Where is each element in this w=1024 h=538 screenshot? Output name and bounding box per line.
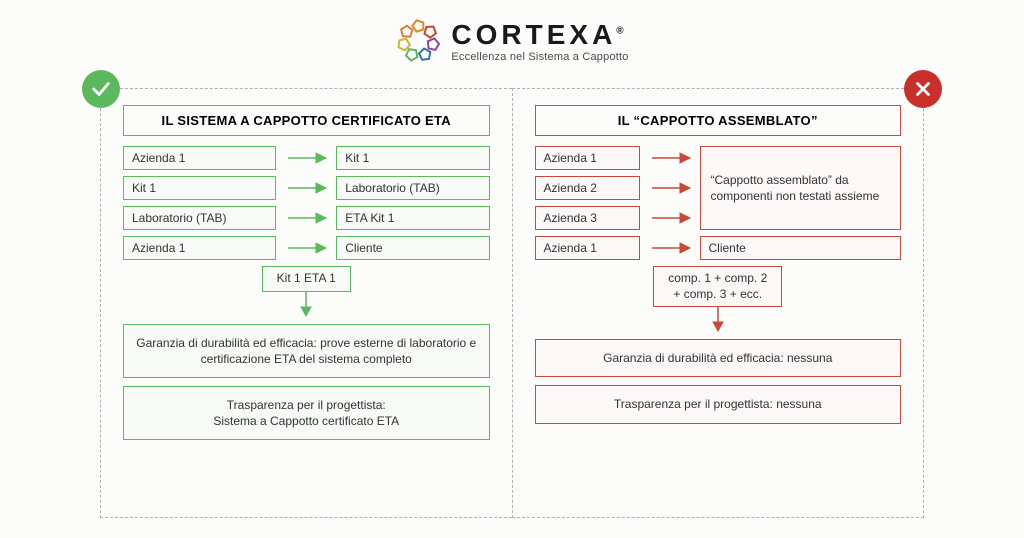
panel-title-left: IL SISTEMA A CAPPOTTO CERTIFICATO ETA [123, 105, 490, 136]
cell-azienda: Azienda 3 [535, 206, 640, 230]
flow-cell: ETA Kit 1 [336, 206, 489, 230]
flow-rows-right: Azienda 1 Azienda 2 Azienda 3 “Cappotto … [535, 146, 902, 260]
flow-cell: Azienda 1 [123, 236, 276, 260]
comparison-panels: IL SISTEMA A CAPPOTTO CERTIFICATO ETA Az… [100, 88, 924, 518]
flow-cell: Kit 1 [123, 176, 276, 200]
cross-icon [904, 70, 942, 108]
panel-certified: IL SISTEMA A CAPPOTTO CERTIFICATO ETA Az… [100, 88, 512, 518]
cell-azienda: Azienda 2 [535, 176, 640, 200]
arrow-right-icon [286, 176, 326, 200]
mid-box-left: Kit 1 ETA 1 [262, 266, 351, 292]
logo-ring-icon [395, 18, 441, 64]
flow-cell: Azienda 1 [123, 146, 276, 170]
flow-cell: Laboratorio (TAB) [123, 206, 276, 230]
info-box-transparency-left: Trasparenza per il progettista:Sistema a… [123, 386, 490, 440]
info-box-transparency-right: Trasparenza per il progettista: nessuna [535, 385, 902, 423]
cell-azienda: Azienda 1 [535, 236, 640, 260]
panel-title-right: IL “CAPPOTTO ASSEMBLATO” [535, 105, 902, 136]
arrow-down-icon [300, 292, 312, 316]
cell-cliente: Cliente [700, 236, 902, 260]
big-cell-assembled: “Cappotto assemblato” da componenti non … [700, 146, 902, 230]
arrow-right-icon [286, 236, 326, 260]
panel-assembled: IL “CAPPOTTO ASSEMBLATO” Azienda 1 Azien… [512, 88, 925, 518]
flow-rows-left: Azienda 1 Kit 1 Kit 1 Laboratorio (TAB) Labo… [123, 146, 490, 260]
logo-subtitle: Eccellenza nel Sistema a Cappotto [451, 51, 628, 63]
arrow-right-icon [650, 213, 690, 223]
mid-box-right: comp. 1 + comp. 2+ comp. 3 + ecc. [653, 266, 782, 307]
flow-cell: Cliente [336, 236, 489, 260]
arrow-right-icon [286, 146, 326, 170]
arrow-down-icon [712, 307, 724, 331]
arrow-right-icon [650, 153, 690, 163]
cell-azienda: Azienda 1 [535, 146, 640, 170]
arrow-right-icon [286, 206, 326, 230]
check-icon [82, 70, 120, 108]
flow-cell: Kit 1 [336, 146, 489, 170]
info-box-guarantee-left: Garanzia di durabilità ed efficacia: pro… [123, 324, 490, 378]
logo-title: CORTEXA® [451, 19, 628, 51]
arrow-right-icon [650, 183, 690, 193]
info-box-guarantee-right: Garanzia di durabilità ed efficacia: nes… [535, 339, 902, 377]
flow-cell: Laboratorio (TAB) [336, 176, 489, 200]
brand-logo: CORTEXA® Eccellenza nel Sistema a Cappot… [395, 18, 628, 64]
arrow-right-icon [650, 236, 690, 260]
